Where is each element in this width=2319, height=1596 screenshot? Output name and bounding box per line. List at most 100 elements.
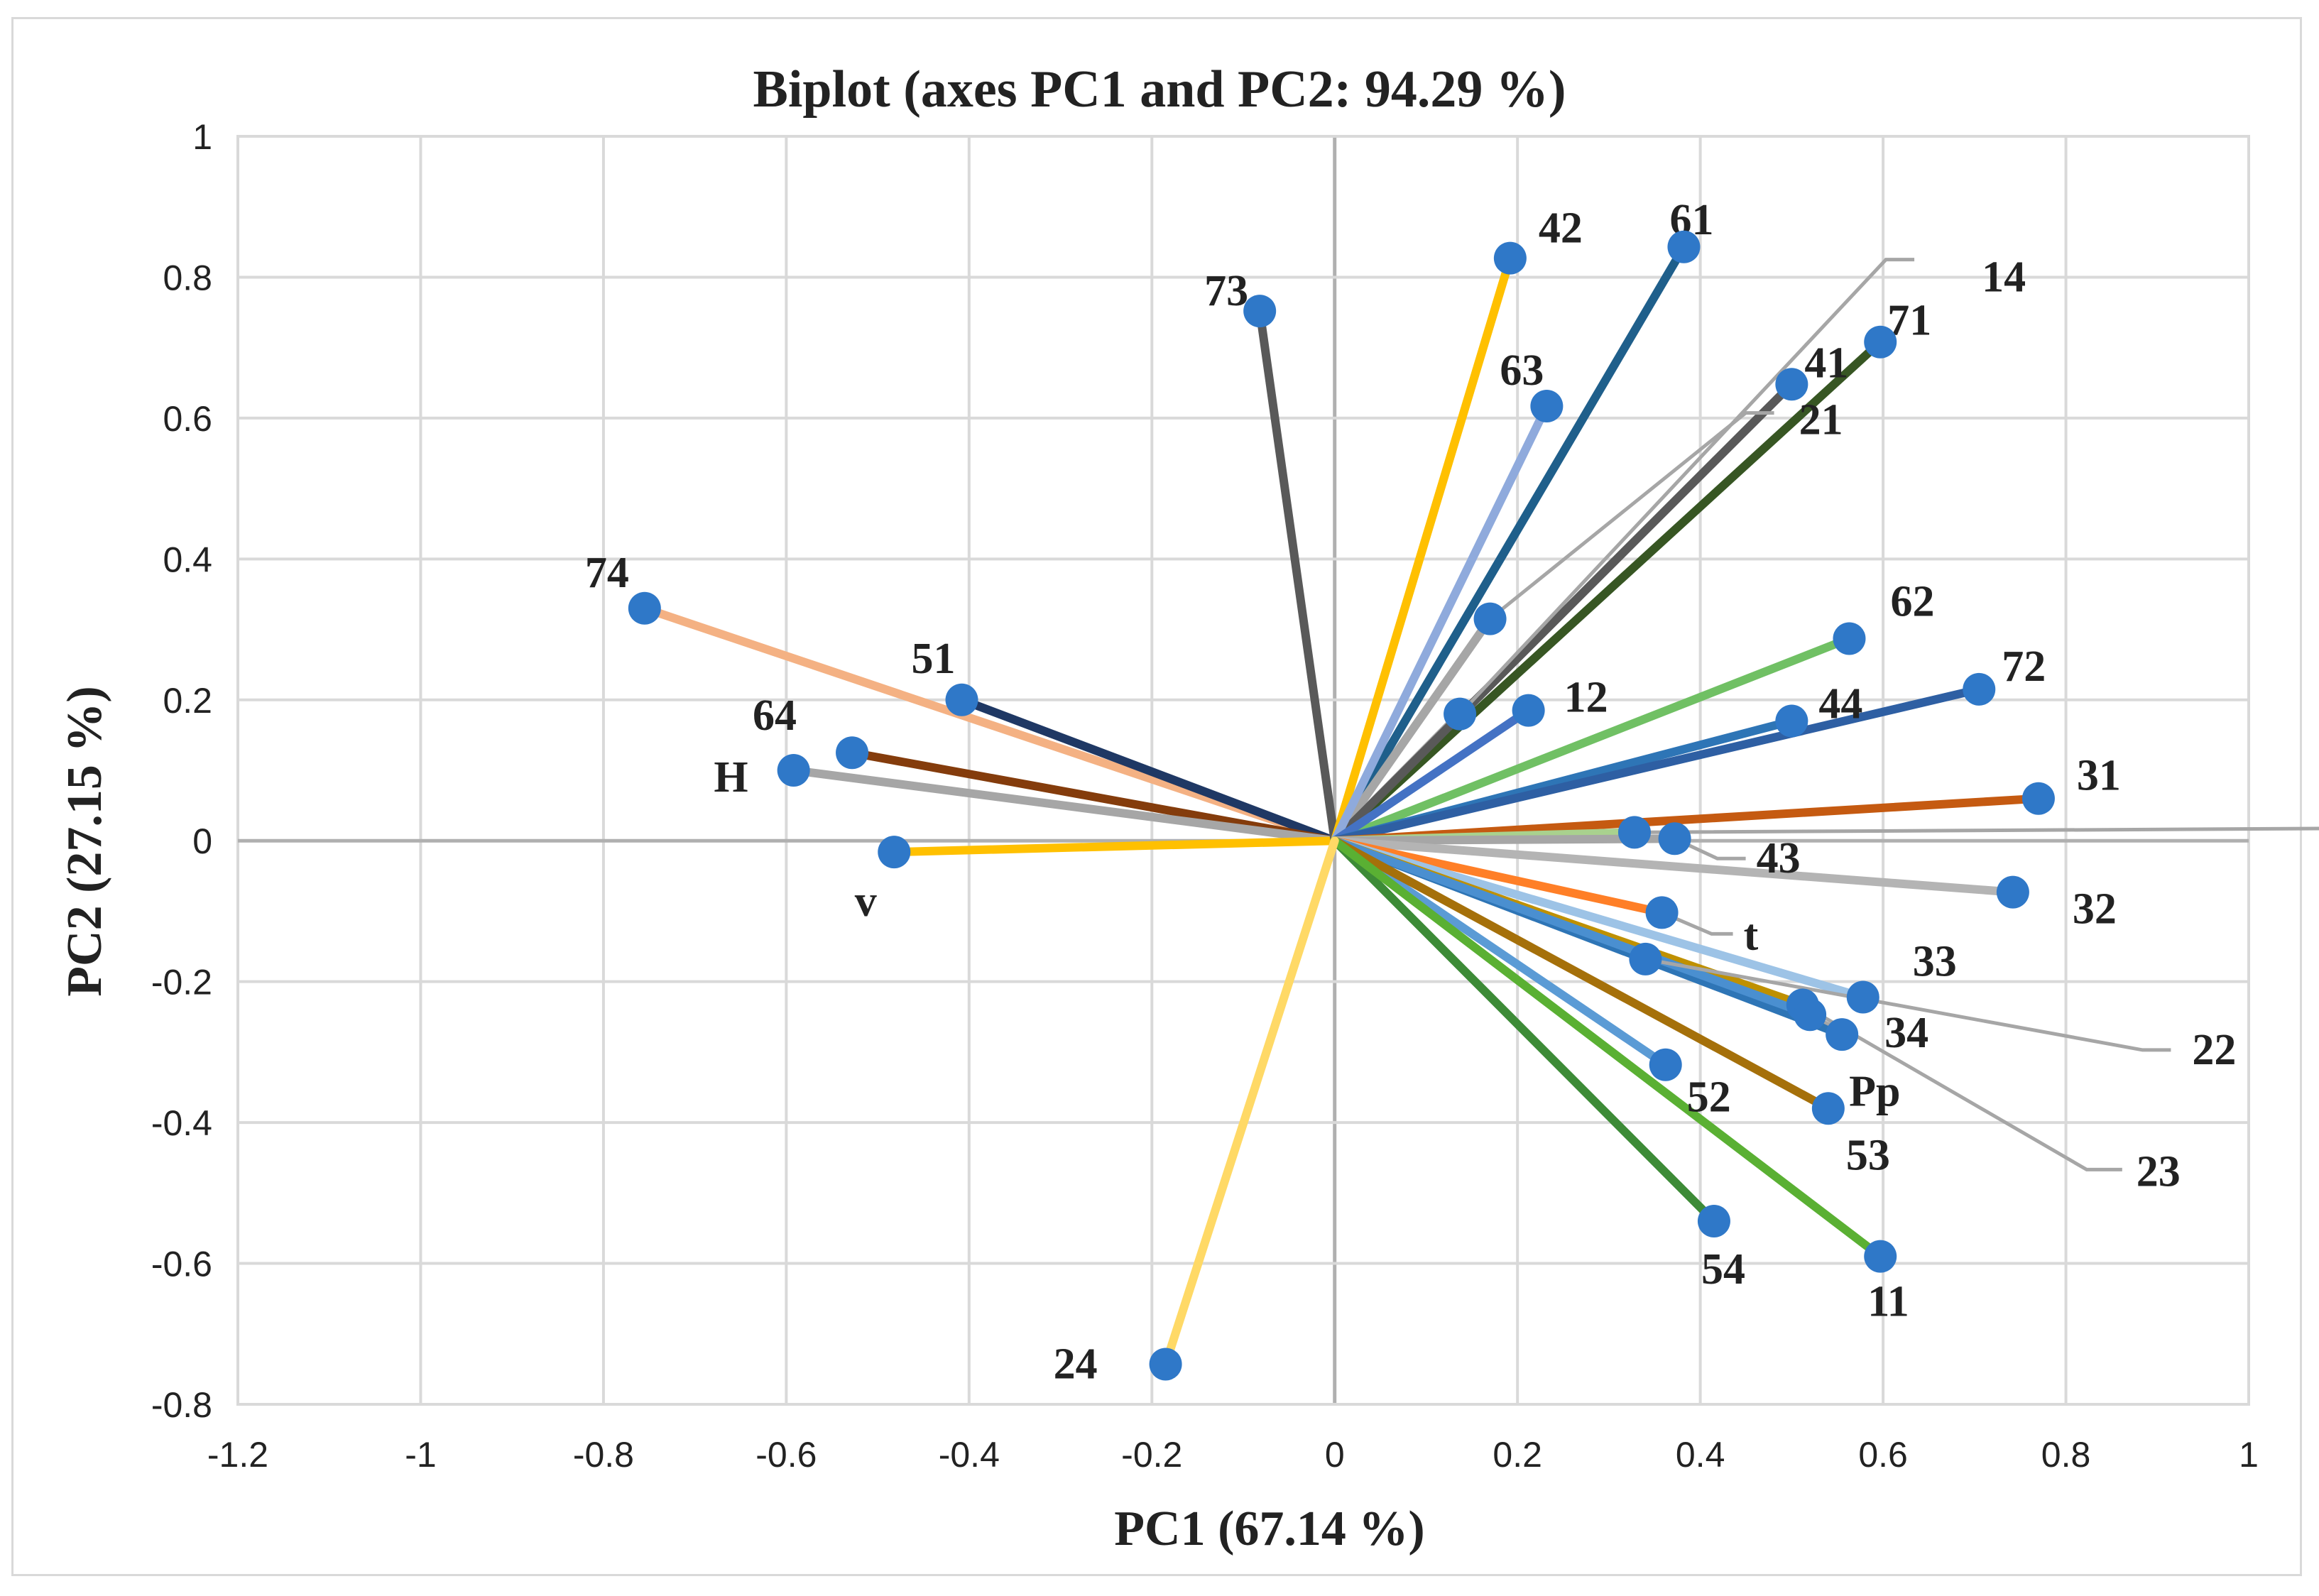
leader-line-22	[1644, 957, 2171, 1052]
data-point-73	[1243, 295, 1277, 328]
data-point-74	[628, 591, 661, 625]
chart-title: Biplot (axes PC1 and PC2: 94.29 %)	[753, 60, 1566, 119]
data-point-12	[1512, 694, 1545, 727]
point-label-63: 63	[1500, 346, 1544, 395]
vector-line-51	[957, 695, 1339, 846]
vector-line-74	[640, 603, 1339, 846]
vector-line-v	[890, 836, 1339, 857]
vector-line-73	[1255, 307, 1339, 846]
data-point-32	[1996, 875, 2029, 909]
leader-line-23	[1801, 1003, 2122, 1171]
y-axis-title: PC2 (27.15 %)	[58, 686, 112, 996]
point-label-44: 44	[1818, 680, 1862, 728]
data-point-53	[1811, 1092, 1845, 1125]
vector-line-H	[789, 766, 1339, 846]
vector-line-54	[1330, 836, 1718, 1226]
point-label-11: 11	[1867, 1278, 1909, 1326]
vector-line-32	[1330, 836, 2017, 897]
vector-line-12	[1330, 706, 1533, 846]
y-tick-label: 0.6	[163, 399, 212, 439]
point-label-21: 21	[1799, 396, 1843, 444]
y-tick-label: -0.8	[151, 1385, 212, 1425]
x-tick-label: -0.4	[939, 1435, 1000, 1475]
data-point-64	[836, 736, 869, 770]
x-tick-label: -0.2	[1121, 1435, 1182, 1475]
point-label-31: 31	[2077, 752, 2121, 800]
vector-line-72	[1330, 684, 1984, 846]
vector-line-41	[1330, 380, 1796, 846]
point-label-72: 72	[2002, 643, 2046, 691]
data-point-54	[1697, 1205, 1730, 1238]
point-label-24: 24	[1054, 1340, 1098, 1388]
point-label-62: 62	[1890, 577, 1934, 625]
leader-line-13	[1634, 826, 2319, 834]
leader-line-t	[1661, 911, 1733, 936]
y-tick-label: -0.2	[151, 963, 212, 1002]
data-point-72	[1963, 672, 1996, 706]
y-tick-label: -0.4	[151, 1103, 212, 1143]
data-point-21	[1473, 602, 1507, 635]
vector-line-Pp	[1330, 836, 1815, 1020]
data-point-11	[1864, 1240, 1897, 1273]
point-label-51: 51	[912, 635, 956, 683]
data-point-52	[1649, 1048, 1682, 1081]
data-point-43	[1658, 822, 1691, 856]
leader-line-14	[1458, 258, 1915, 716]
data-point-13	[1617, 816, 1651, 849]
y-tick-label: 0.4	[163, 540, 212, 579]
vector-line-33	[1330, 836, 1867, 1002]
data-point-v	[878, 836, 911, 869]
vector-line-61	[1330, 242, 1688, 846]
point-label-64: 64	[753, 692, 797, 740]
data-point-t	[1645, 896, 1679, 929]
data-point-Pp	[1794, 998, 1827, 1032]
plot-area	[236, 135, 2250, 1406]
data-point-71	[1864, 325, 1897, 359]
data-point-42	[1493, 241, 1527, 275]
point-label-34: 34	[1884, 1009, 1928, 1057]
x-tick-label: 0.2	[1493, 1435, 1542, 1475]
y-tick-label: -0.6	[151, 1245, 212, 1284]
vector-line-63	[1330, 402, 1551, 846]
x-tick-label: -1	[405, 1435, 436, 1475]
leader-line-21	[1488, 411, 1774, 621]
data-point-51	[945, 683, 978, 716]
point-label-t: t	[1744, 911, 1759, 959]
data-point-62	[1833, 622, 1866, 655]
x-tick-label: -1.2	[207, 1435, 268, 1475]
vector-line-62	[1330, 634, 1854, 846]
x-tick-label: 0.6	[1858, 1435, 1908, 1475]
data-point-24	[1149, 1348, 1182, 1381]
point-label-22: 22	[2192, 1026, 2236, 1074]
data-point-63	[1530, 390, 1564, 423]
point-label-52: 52	[1687, 1073, 1731, 1122]
point-label-H: H	[714, 753, 748, 802]
vector-line-42	[1330, 253, 1515, 846]
data-point-31	[2021, 782, 2055, 815]
y-tick-label: 0.2	[163, 681, 212, 721]
x-tick-label: -0.8	[573, 1435, 634, 1475]
y-tick-label: 0.8	[163, 258, 212, 297]
y-tick-label: 0	[192, 821, 212, 861]
point-label-73: 73	[1204, 267, 1248, 315]
x-tick-label: 1	[2239, 1435, 2259, 1475]
x-tick-label: 0.4	[1676, 1435, 1725, 1475]
vector-line-43	[1330, 834, 1679, 846]
data-point-14	[1444, 697, 1477, 731]
point-label-12: 12	[1564, 674, 1608, 722]
x-axis-title: PC1 (67.14 %)	[1114, 1502, 1424, 1556]
vector-line-71	[1330, 337, 1885, 846]
point-label-53: 53	[1846, 1131, 1890, 1179]
data-point-44	[1775, 704, 1808, 738]
data-point-61	[1667, 230, 1701, 263]
vector-line-53	[1330, 836, 1833, 1113]
point-label-41: 41	[1804, 339, 1848, 387]
data-point-22	[1629, 942, 1662, 975]
data-point-H	[777, 754, 810, 787]
point-label-74: 74	[585, 549, 629, 597]
vector-line-24	[1161, 836, 1339, 1369]
data-point-33	[1846, 980, 1879, 1014]
data-point-34	[1826, 1018, 1859, 1051]
x-tick-label: -0.6	[755, 1435, 817, 1475]
